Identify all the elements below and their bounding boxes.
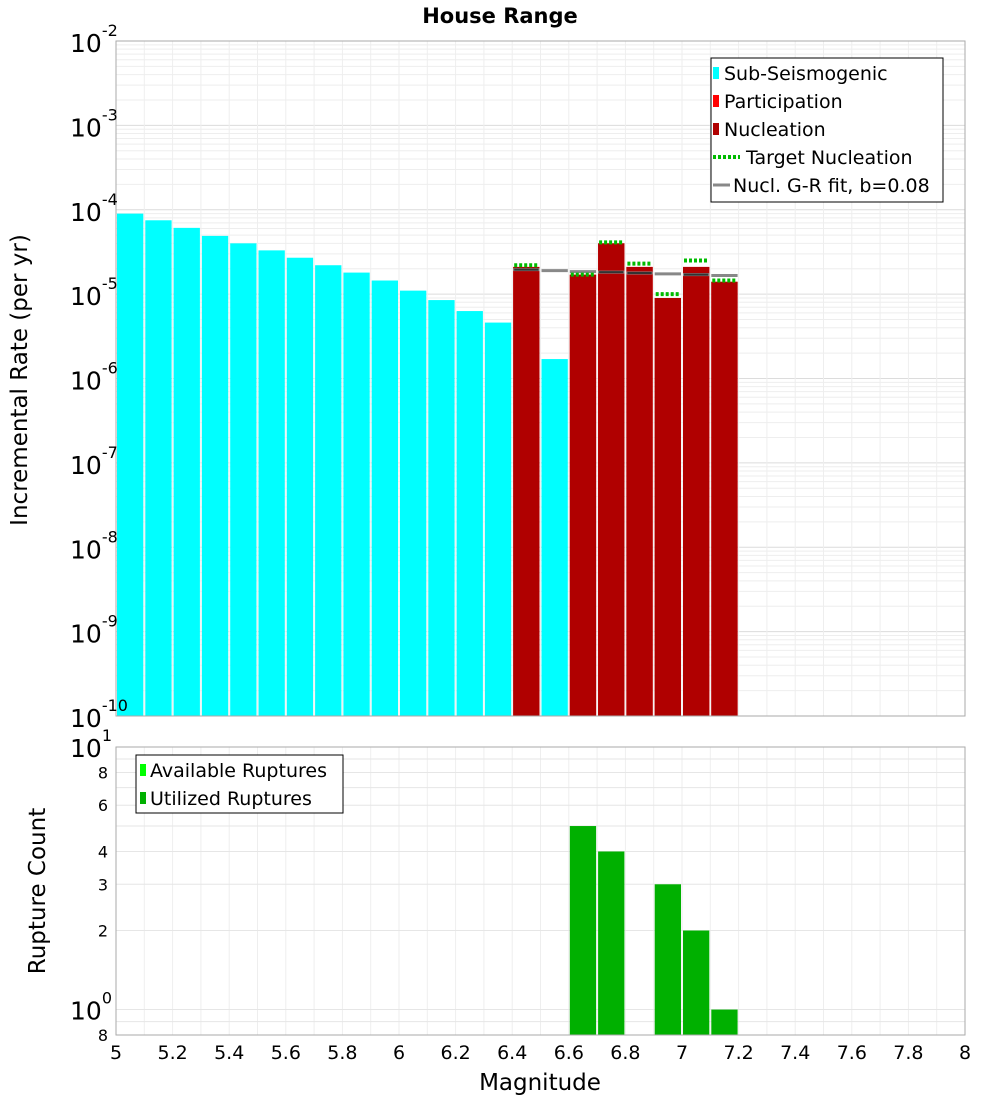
y-tick-label: 3 — [98, 875, 108, 894]
y-tick-label: 8 — [98, 763, 108, 782]
y-tick-label: 10-2 — [70, 21, 118, 58]
y-tick-label: 4 — [98, 842, 108, 861]
x-tick-label: 6.8 — [610, 1042, 640, 1064]
y-tick-label: 10-5 — [70, 274, 118, 311]
sub-seismogenic-bar — [371, 280, 398, 716]
legend-label: Available Ruptures — [150, 760, 327, 782]
count-plot-frame — [115, 746, 966, 1036]
x-tick-label: 6.6 — [554, 1042, 584, 1064]
x-tick-label: 5.2 — [157, 1042, 187, 1064]
y-tick-label: 10-6 — [70, 359, 118, 396]
y-tick-label: 10-3 — [70, 105, 118, 142]
sub-seismogenic-bar — [145, 220, 172, 717]
x-tick-label: 7 — [676, 1042, 688, 1064]
count-legend-box — [135, 754, 344, 814]
x-axis-label: Magnitude — [479, 1070, 601, 1096]
count-bars — [569, 826, 738, 1035]
sub-seismogenic-bar — [400, 290, 427, 716]
x-tick-label: 7.6 — [837, 1042, 867, 1064]
y-tick-label: 10-7 — [70, 443, 118, 480]
x-tick-label: 6 — [393, 1042, 405, 1064]
nucleation-bar — [513, 266, 540, 716]
x-tick-label: 7.2 — [723, 1042, 753, 1064]
rate-y-axis-label: Incremental Rate (per yr) — [7, 234, 33, 526]
y-tick-label: 10-8 — [70, 527, 118, 564]
chart-title: House Range — [422, 4, 578, 28]
nucleation-bar — [654, 297, 681, 716]
legend-swatch — [140, 764, 146, 776]
y-tick-label: 100 — [70, 989, 112, 1026]
sub-seismogenic-bar — [173, 227, 200, 716]
legend-item-available-ruptures: Available Ruptures — [140, 760, 327, 782]
utilized-ruptures-bar — [569, 826, 597, 1035]
rate-y-tick-labels: 10-10 10-9 10-8 10-7 10-6 10-5 10-4 10-3 10-2 — [70, 21, 128, 733]
y-tick-label: 10-9 — [70, 612, 118, 649]
nucleation-bar — [683, 266, 710, 716]
nucleation-bar — [598, 243, 625, 717]
rate-plot-frame — [115, 40, 966, 717]
legend-label: Utilized Ruptures — [150, 788, 312, 810]
legend-label: Target Nucleation — [745, 147, 913, 169]
rate-lines — [513, 240, 738, 297]
x-tick-label: 7.4 — [780, 1042, 810, 1064]
x-tick-label: 5.4 — [214, 1042, 244, 1064]
nucleation-bar — [626, 266, 653, 716]
sub-seismogenic-bar — [230, 243, 257, 717]
legend-item-participation: Participation — [713, 91, 843, 113]
nucleation-bar — [711, 281, 738, 716]
sub-seismogenic-bar — [315, 265, 342, 716]
rate-legend: Sub-Seismogenic Participation Nucleation… — [710, 57, 944, 203]
utilized-ruptures-bar — [598, 851, 625, 1035]
sub-seismogenic-bar — [456, 311, 483, 716]
legend-swatch — [140, 792, 146, 804]
sub-seismogenic-bar — [286, 257, 314, 716]
rate-bars — [117, 213, 738, 717]
rate-legend-box — [710, 57, 944, 203]
count-legend: Available Ruptures Utilized Ruptures — [135, 754, 344, 814]
x-tick-labels: 5 5.2 5.4 5.6 5.8 6 6.2 6.4 6.6 6.8 7 7.2 7.4 7.6 7.8 8 — [110, 1042, 971, 1064]
legend-item-utilized-ruptures: Utilized Ruptures — [140, 788, 312, 810]
legend-label: Nucl. G-R fit, b=0.08 — [733, 175, 930, 197]
legend-item-sub-seismogenic: Sub-Seismogenic — [713, 63, 888, 85]
rate-panel: 10-10 10-9 10-8 10-7 10-6 10-5 10-4 10-3 10-2 Ho… — [7, 4, 966, 733]
sub-seismogenic-bar — [484, 322, 512, 716]
y-tick-label: 10-10 — [70, 696, 128, 733]
utilized-ruptures-bar — [711, 1009, 738, 1035]
legend-label: Participation — [724, 91, 843, 113]
legend-item-target-nucleation: Target Nucleation — [713, 147, 913, 169]
legend-swatch — [713, 95, 719, 107]
utilized-ruptures-bar — [683, 930, 710, 1035]
legend-swatch — [713, 67, 719, 79]
count-y-axis-label: Rupture Count — [25, 808, 51, 974]
x-tick-label: 6.2 — [440, 1042, 470, 1064]
sub-seismogenic-bar — [428, 300, 455, 716]
sub-seismogenic-bar — [258, 250, 285, 717]
y-tick-label: 6 — [98, 796, 108, 815]
y-tick-label: 101 — [70, 726, 112, 763]
legend-label: Nucleation — [724, 119, 826, 141]
sub-seismogenic-bar — [117, 213, 144, 717]
legend-item-gr-fit: Nucl. G-R fit, b=0.08 — [713, 175, 930, 197]
x-tick-label: 5.6 — [271, 1042, 301, 1064]
x-tick-label: 5 — [110, 1042, 122, 1064]
x-tick-label: 8 — [959, 1042, 971, 1064]
x-tick-label: 5.8 — [327, 1042, 357, 1064]
y-tick-label: 8 — [98, 1026, 108, 1045]
x-tick-label: 6.4 — [497, 1042, 527, 1064]
y-tick-label: 10-4 — [70, 190, 118, 227]
legend-item-nucleation: Nucleation — [713, 119, 826, 141]
legend-label: Sub-Seismogenic — [724, 63, 888, 85]
sub-seismogenic-bar — [541, 359, 568, 716]
legend-swatch — [713, 123, 719, 135]
y-tick-label: 2 — [98, 922, 108, 941]
utilized-ruptures-bar — [654, 884, 681, 1035]
sub-seismogenic-bar — [343, 272, 370, 716]
sub-seismogenic-bar — [201, 235, 229, 716]
nucleation-bar — [569, 274, 597, 716]
x-tick-label: 7.8 — [893, 1042, 923, 1064]
